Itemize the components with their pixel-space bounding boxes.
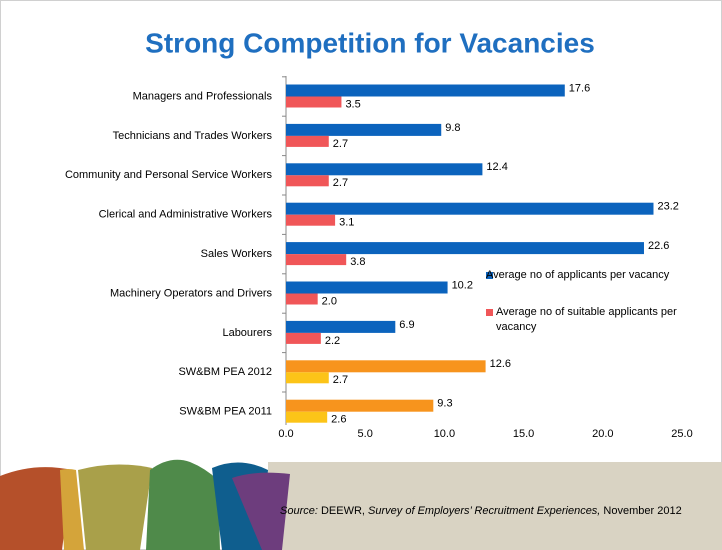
source-part: Source: <box>280 505 318 517</box>
data-label: 12.6 <box>490 358 511 370</box>
x-tick-label: 0.0 <box>278 428 293 440</box>
bar <box>286 84 565 97</box>
source-part: Survey of Employers’ Recruitment Experie… <box>368 505 600 517</box>
bar <box>286 372 329 384</box>
x-tick-label: 15.0 <box>513 428 534 440</box>
bar <box>286 163 483 176</box>
data-label: 2.7 <box>333 177 348 189</box>
category-label: Managers and Professionals <box>133 90 273 102</box>
legend-label: Average no of applicants per vacancy <box>486 269 670 281</box>
data-label: 6.9 <box>399 319 414 331</box>
bar <box>286 332 321 344</box>
deco-shape <box>78 464 152 550</box>
category-label: Machinery Operators and Drivers <box>110 287 273 299</box>
bar <box>286 254 347 266</box>
bar <box>286 214 336 226</box>
category-label: Clerical and Administrative Workers <box>99 209 273 221</box>
bar <box>286 411 328 423</box>
category-label: SW&BM PEA 2012 <box>178 366 272 378</box>
data-label: 17.6 <box>569 82 590 94</box>
legend-swatch <box>486 309 493 316</box>
data-label: 3.5 <box>345 98 360 110</box>
category-label: SW&BM PEA 2011 <box>179 406 272 418</box>
x-tick-label: 25.0 <box>671 428 692 440</box>
deco-shape <box>0 467 72 550</box>
category-label: Sales Workers <box>201 248 273 260</box>
data-label: 9.8 <box>445 122 460 134</box>
data-label: 10.2 <box>452 279 473 291</box>
category-label: Labourers <box>222 327 272 339</box>
x-tick-label: 5.0 <box>358 428 373 440</box>
bar <box>286 399 434 412</box>
source-part: November 2012 <box>600 505 681 517</box>
data-label: 9.3 <box>437 398 452 410</box>
bar <box>286 96 342 108</box>
deco-shape <box>146 459 220 550</box>
bar <box>286 281 448 294</box>
bar <box>286 320 396 333</box>
chart-title: Strong Competition for Vacancies <box>145 27 595 58</box>
data-label: 2.0 <box>322 295 337 307</box>
data-label: 12.4 <box>486 161 507 173</box>
bar <box>286 293 318 305</box>
deco-shape <box>60 469 84 550</box>
bar <box>286 242 644 255</box>
deco-shape <box>232 472 290 550</box>
x-tick-label: 20.0 <box>592 428 613 440</box>
data-label: 3.8 <box>350 256 365 268</box>
category-label: Community and Personal Service Workers <box>65 169 273 181</box>
data-label: 2.7 <box>333 138 348 150</box>
category-label: Technicians and Trades Workers <box>113 130 273 142</box>
x-tick-label: 10.0 <box>434 428 455 440</box>
bar <box>286 123 442 136</box>
source-note: Source: DEEWR, Survey of Employers’ Recr… <box>280 505 682 517</box>
data-label: 23.2 <box>657 201 678 213</box>
bar <box>286 202 654 215</box>
data-label: 2.7 <box>333 374 348 386</box>
legend-swatch <box>486 272 493 279</box>
source-part: DEEWR, <box>318 505 368 517</box>
footer-band <box>268 462 722 550</box>
data-label: 22.6 <box>648 240 669 252</box>
legend-label: Average no of suitable applicants per va… <box>496 306 677 333</box>
data-label: 2.2 <box>325 335 340 347</box>
data-label: 2.6 <box>331 414 346 426</box>
data-label: 3.1 <box>339 217 354 229</box>
bar <box>286 360 486 373</box>
decoration <box>0 459 722 550</box>
bar <box>286 175 329 187</box>
bar <box>286 135 329 147</box>
